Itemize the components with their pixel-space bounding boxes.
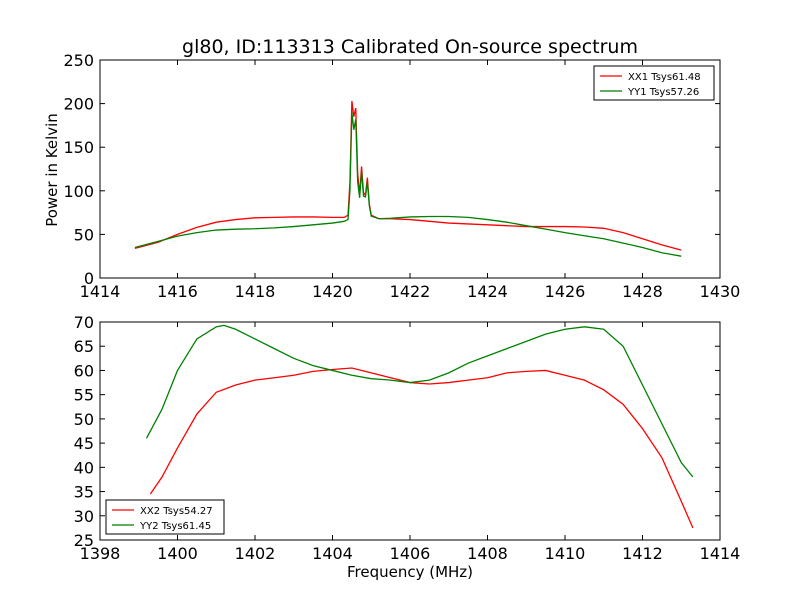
x-tick-label: 1398 xyxy=(80,544,121,563)
y-tick-label: 40 xyxy=(74,458,94,477)
x-tick-label: 1430 xyxy=(700,282,741,301)
y-tick-label: 25 xyxy=(74,531,94,550)
legend-label: YY1 Tsys57.26 xyxy=(627,87,699,98)
x-tick-label: 1404 xyxy=(312,544,353,563)
legend-label: XX2 Tsys54.27 xyxy=(140,506,213,517)
x-tick-label: 1428 xyxy=(622,282,663,301)
figure-title: gl80, ID:113313 Calibrated On-source spe… xyxy=(182,36,638,58)
x-tick-label: 1406 xyxy=(390,544,431,563)
x-tick-label: 1414 xyxy=(80,282,121,301)
y-tick-label: 150 xyxy=(63,138,94,157)
series-line-2 xyxy=(134,112,682,257)
x-tick-label: 1418 xyxy=(235,282,276,301)
x-tick-label: 1414 xyxy=(700,544,741,563)
y-tick-label: 200 xyxy=(63,95,94,114)
x-tick-label: 1420 xyxy=(312,282,353,301)
y-tick-label: 100 xyxy=(63,182,94,201)
y-tick-label: 60 xyxy=(74,361,94,380)
x-axis-label: Frequency (MHz) xyxy=(347,563,473,581)
x-tick-label: 1402 xyxy=(235,544,276,563)
series-line-1 xyxy=(134,100,682,251)
x-tick-label: 1416 xyxy=(157,282,198,301)
x-tick-label: 1400 xyxy=(157,544,198,563)
y-tick-label: 50 xyxy=(74,410,94,429)
legend-label: XX1 Tsys61.48 xyxy=(628,72,701,83)
y-tick-label: 55 xyxy=(74,386,94,405)
y-axis-label: Power in Kelvin xyxy=(43,113,61,227)
series-line-2 xyxy=(145,324,694,478)
x-tick-label: 1422 xyxy=(390,282,431,301)
legend-label: YY2 Tsys61.45 xyxy=(139,521,211,532)
legend: XX2 Tsys54.27 YY2 Tsys61.45 xyxy=(105,499,225,535)
y-tick-label: 65 xyxy=(74,337,94,356)
y-tick-label: 45 xyxy=(74,434,94,453)
y-tick-label: 70 xyxy=(74,313,94,332)
x-tick-label: 1426 xyxy=(545,282,586,301)
y-tick-label: 50 xyxy=(74,225,94,244)
y-tick-label: 30 xyxy=(74,507,94,526)
legend-box xyxy=(593,65,715,101)
legend: XX1 Tsys61.48 YY1 Tsys57.26 xyxy=(593,65,715,101)
lower-plot-panel: 1398 1400 1402 1404 1406 1408 1410 1412 1414 25 30… xyxy=(74,313,741,563)
series-line-1 xyxy=(149,367,694,529)
y-tick-label: 0 xyxy=(84,269,94,288)
x-tick-label: 1410 xyxy=(545,544,586,563)
x-tick-label: 1412 xyxy=(622,544,663,563)
y-tick-label: 250 xyxy=(63,51,94,70)
upper-plot-panel: 1414 1416 1418 1420 1422 1424 1426 1428 1430 0 50 1… xyxy=(63,51,740,301)
x-tick-label: 1408 xyxy=(467,544,508,563)
y-tick-label: 35 xyxy=(74,483,94,502)
x-tick-label: 1424 xyxy=(467,282,508,301)
legend-box xyxy=(105,499,225,535)
